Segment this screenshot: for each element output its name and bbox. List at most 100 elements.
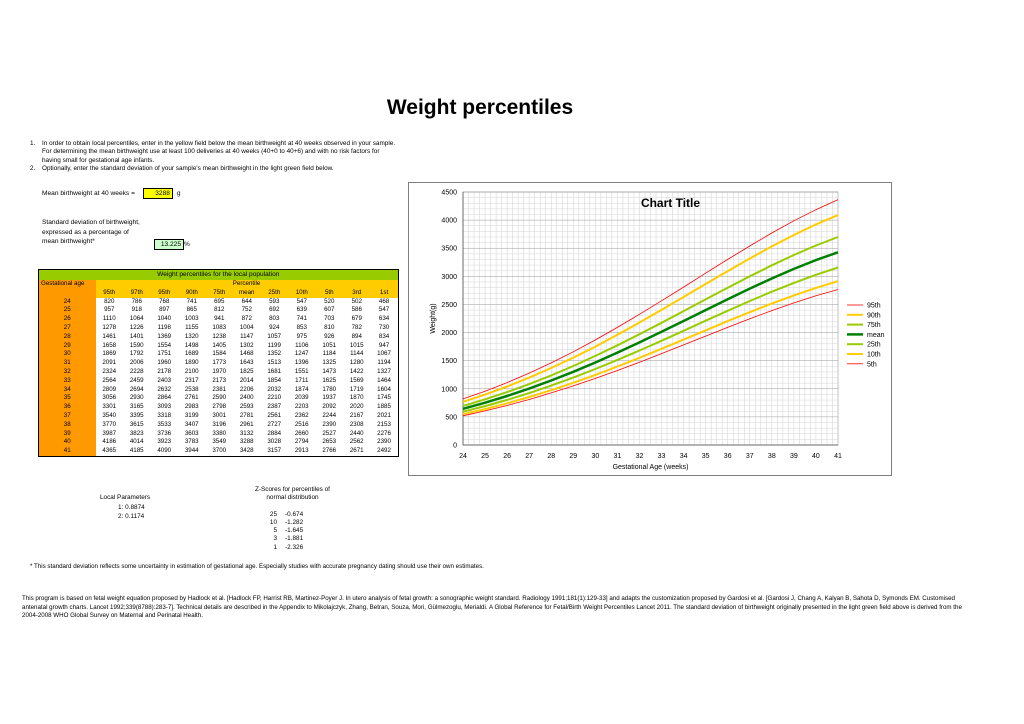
x-tick-label: 38: [768, 453, 776, 460]
table-cell: 1110: [95, 315, 123, 324]
mean-birthweight-label: Mean birthweight at 40 weeks =: [42, 190, 135, 197]
table-cell: 2006: [123, 359, 151, 368]
series-line-mean: [462, 251, 839, 411]
column-header: 10th: [288, 288, 316, 298]
table-cell: 768: [150, 297, 178, 307]
sd-input[interactable]: 13.225: [154, 239, 184, 250]
gestational-age-cell: 40: [38, 438, 96, 448]
mean-birthweight-input[interactable]: 3288: [142, 188, 173, 199]
table-cell: 2527: [315, 429, 343, 439]
table-cell: 1147: [233, 332, 261, 342]
table-cell: 4185: [123, 447, 151, 457]
table-cell: 1590: [123, 341, 151, 351]
x-tick-label: 40: [812, 453, 820, 460]
table-cell: 1711: [288, 376, 316, 386]
x-tick-label: 39: [790, 453, 798, 460]
table-cell: 1870: [343, 394, 371, 404]
gestational-age-cell: 34: [38, 385, 96, 395]
table-cell: 894: [343, 332, 371, 342]
zscore-title: normal distribution: [266, 494, 319, 502]
table-cell: 2593: [233, 403, 261, 412]
x-tick-label: 34: [680, 453, 688, 460]
table-cell: 1970: [205, 367, 233, 377]
y-tick-label: 0: [453, 443, 457, 450]
table-cell: 1004: [233, 323, 261, 333]
y-tick-label: 1500: [441, 358, 457, 365]
zscore-percentile: 10: [269, 518, 277, 526]
table-cell: 924: [260, 323, 288, 333]
table-cell: 2561: [260, 411, 288, 421]
table-cell: 593: [260, 297, 288, 307]
column-header: 97th: [123, 288, 151, 298]
table-row: 34 2809 2694 2632 2538 2381 2206 2032 1874 1780 17…: [38, 385, 399, 395]
program-description: This program is based on fetal weight eq…: [22, 595, 962, 620]
table-cell: 2440: [343, 429, 371, 439]
table-cell: 2020: [343, 403, 371, 412]
table-cell: 1513: [260, 359, 288, 368]
table-row: 33 2564 2459 2403 2317 2173 2014 1854 1711 1625 15…: [38, 376, 399, 386]
table-cell: 2961: [233, 420, 261, 430]
table-cell: 1473: [315, 367, 343, 377]
table-cell: 1498: [178, 341, 206, 351]
table-cell: 810: [315, 323, 343, 333]
table-cell: 2317: [178, 376, 206, 386]
x-tick-label: 31: [614, 453, 622, 460]
table-cell: 2308: [343, 420, 371, 430]
table-cell: 1003: [178, 315, 206, 324]
column-header: 75th: [205, 288, 233, 298]
zscore-row: 10 -1.282: [255, 519, 330, 527]
table-cell: 2276: [370, 429, 399, 439]
table-cell: 3428: [233, 447, 261, 457]
table-row: 32 2324 2228 2178 2100 1970 1825 1681 1551 1473 14…: [38, 367, 399, 377]
table-cell: 2244: [315, 411, 343, 421]
table-header-row: 95th 97th 95th 90th 75th mean 25th 10th 5th 3rd 1s…: [38, 288, 399, 298]
percentile-chart[interactable]: 0 500 1000 1500 2000 2500 3000 3500 4000 4500 24 25…: [408, 182, 892, 476]
table-cell: 3301: [95, 403, 123, 412]
table-cell: 3944: [178, 447, 206, 457]
table-cell: 1890: [178, 359, 206, 368]
y-tick-label: 4500: [441, 190, 457, 197]
sd-label: Standard deviation of birthweight, expre…: [42, 218, 172, 247]
legend-label: 5th: [867, 361, 877, 368]
table-cell: 1057: [260, 332, 288, 342]
percentile-table: Weight percentiles for the local populat…: [38, 269, 399, 457]
zscore-percentile: 5: [273, 527, 277, 535]
instruction-text: In order to obtain local percentiles, en…: [42, 140, 396, 164]
x-tick-label: 24: [459, 453, 467, 460]
table-cell: 926: [315, 332, 343, 342]
table-row: 28 1461 1401 1369 1320 1238 1147 1057 975 926 894 8…: [38, 332, 399, 342]
table-cell: 3783: [178, 438, 206, 448]
table-cell: 1869: [95, 350, 123, 360]
x-tick-label: 25: [481, 453, 489, 460]
series-line-75th: [462, 236, 839, 407]
gestational-age-cell: 39: [38, 429, 96, 439]
table-cell: 1584: [205, 350, 233, 360]
table-cell: 1405: [205, 341, 233, 351]
table-cell: 1327: [370, 367, 399, 377]
footnote: * This standard deviation reflects some …: [30, 563, 484, 570]
table-row: 31 2091 2006 1960 1890 1773 1643 1513 1396 1325 12…: [38, 359, 399, 368]
table-cell: 1040: [150, 315, 178, 324]
table-cell: 703: [315, 315, 343, 324]
table-cell: 2884: [260, 429, 288, 439]
table-cell: 2210: [260, 394, 288, 404]
instruction-number: 2.: [30, 165, 36, 173]
table-cell: 2538: [178, 385, 206, 395]
table-cell: 547: [288, 297, 316, 307]
table-cell: 3615: [123, 420, 151, 430]
table-cell: 957: [95, 306, 123, 316]
table-cell: 692: [260, 306, 288, 316]
table-cell: 2167: [343, 411, 371, 421]
table-cell: 1083: [205, 323, 233, 333]
table-cell: 941: [205, 315, 233, 324]
instruction-2: 2. Optionally, enter the standard deviat…: [30, 165, 400, 173]
legend-label: 25th: [867, 342, 881, 349]
table-cell: 3987: [95, 429, 123, 439]
local-parameter-value: 0.8874: [125, 503, 145, 511]
table-cell: 644: [233, 297, 261, 307]
table-row: 26 1110 1064 1040 1003 941 872 803 741 703 679 634: [38, 315, 399, 324]
y-tick-label: 1000: [441, 386, 457, 393]
table-cell: 3028: [260, 438, 288, 448]
x-tick-label: 30: [591, 453, 599, 460]
gestational-age-cell: 38: [38, 420, 96, 430]
